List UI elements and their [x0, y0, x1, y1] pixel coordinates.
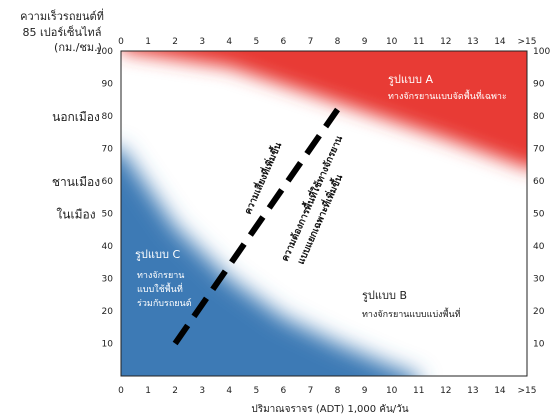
y-ticks-right: 10 20 30 40 50 60 70 80 90 100: [533, 47, 550, 350]
x-tick-bottom-2: 2: [172, 386, 178, 396]
x-tick-top-3: 3: [199, 37, 205, 47]
y-axis-title: ความเร็วรถยนต์ที่ 85 เปอร์เซ็นไทล์ (กม./…: [20, 8, 104, 54]
x-tick-bottom-14: 14: [494, 386, 506, 396]
x-tick-bottom-3: 3: [199, 386, 205, 396]
x-tick-bottom-7: 7: [308, 386, 314, 396]
x-tick-bottom-13: 13: [467, 386, 478, 396]
y-tick-left-20: 20: [102, 307, 114, 317]
x-tick-bottom-9: 9: [362, 386, 368, 396]
y-tick-left-10: 10: [102, 340, 114, 350]
road-label-2: ในเมือง: [56, 208, 95, 222]
x-tick-bottom-8: 8: [335, 386, 341, 396]
risk-divider-line: [172, 107, 340, 346]
y-tick-right-80: 80: [533, 112, 545, 122]
zone-c-desc-3: ร่วมกับรถยนต์: [137, 297, 192, 309]
x-tick-top-0: 0: [118, 37, 124, 47]
y-tick-left-30: 30: [102, 275, 114, 285]
zone-c-title: รูปแบบ C: [135, 248, 180, 261]
x-ticks-top: 0 1 2 3 4 5 6 7 8 9 10 11 12 13 14 >15: [118, 37, 536, 47]
x-tick-top-5: 5: [253, 37, 259, 47]
x-tick-top-14: 14: [494, 37, 506, 47]
y-tick-right-20: 20: [533, 307, 545, 317]
y-tick-right-90: 90: [533, 80, 545, 90]
y-tick-right-10: 10: [533, 340, 545, 350]
y-tick-left-90: 90: [102, 80, 114, 90]
zone-b-label: รูปแบบ B ทางจักรยานแบบแบ่งพื้นที่: [362, 289, 461, 320]
x-tick-top-2: 2: [172, 37, 178, 47]
y-tick-left-40: 40: [102, 242, 114, 252]
x-tick-top-1: 1: [145, 37, 151, 47]
x-axis-label: ปริมาณจราจร (ADT) 1,000 คัน/วัน: [251, 404, 408, 415]
y-tick-left-80: 80: [102, 112, 114, 122]
x-tick-top-6: 6: [281, 37, 287, 47]
y-title-line-3: (กม./ชม.): [54, 41, 102, 54]
road-label-1: ชานเมือง: [52, 175, 100, 189]
x-tick-top-11: 11: [413, 37, 424, 47]
x-tick-bottom-10: 10: [386, 386, 398, 396]
zone-c-desc-1: ทางจักรยาน: [137, 271, 184, 281]
x-tick-bottom-4: 4: [226, 386, 232, 396]
x-tick-bottom-15: >15: [518, 386, 537, 396]
zone-c-label: รูปแบบ C ทางจักรยาน แบบใช้พื้นที่ ร่วมกั…: [135, 248, 192, 309]
y-tick-left-100: 100: [96, 47, 113, 57]
x-tick-bottom-6: 6: [281, 386, 287, 396]
zone-b-title: รูปแบบ B: [362, 289, 407, 302]
y-tick-right-30: 30: [533, 275, 545, 285]
x-tick-top-15: >15: [518, 37, 537, 47]
x-tick-top-9: 9: [362, 37, 368, 47]
road-label-0: นอกเมือง: [52, 110, 100, 124]
zone-a-desc: ทางจักรยานแบบจัดพื้นที่เฉพาะ: [388, 89, 507, 102]
y-title-line-1: ความเร็วรถยนต์ที่: [20, 8, 104, 23]
x-tick-top-8: 8: [335, 37, 341, 47]
y-tick-right-50: 50: [533, 210, 545, 220]
x-tick-top-4: 4: [226, 37, 232, 47]
y-tick-left-50: 50: [102, 210, 114, 220]
y-tick-right-60: 60: [533, 177, 545, 187]
y-ticks-left: 10 20 30 40 50 60 70 80 90 100: [96, 47, 113, 350]
plot-frame: [120, 50, 528, 377]
x-ticks-bottom: 0 1 2 3 4 5 6 7 8 9 10 11 12 13 14 >15: [118, 386, 536, 396]
y-tick-right-40: 40: [533, 242, 545, 252]
zone-c-desc-2: แบบใช้พื้นที่: [137, 282, 183, 295]
x-tick-bottom-5: 5: [253, 386, 259, 396]
y-tick-right-70: 70: [533, 145, 545, 155]
zone-a-label: รูปแบบ A ทางจักรยานแบบจัดพื้นที่เฉพาะ: [388, 73, 507, 102]
x-tick-bottom-0: 0: [118, 386, 124, 396]
y-title-line-2: 85 เปอร์เซ็นไทล์: [22, 25, 101, 39]
x-tick-top-10: 10: [386, 37, 398, 47]
x-tick-top-13: 13: [467, 37, 478, 47]
x-tick-bottom-11: 11: [413, 386, 424, 396]
zone-a-area: [121, 51, 527, 168]
y-tick-right-100: 100: [533, 47, 550, 57]
x-tick-top-12: 12: [440, 37, 451, 47]
y-tick-left-60: 60: [102, 177, 114, 187]
zone-a-title: รูปแบบ A: [388, 73, 433, 86]
x-tick-top-7: 7: [308, 37, 314, 47]
x-tick-bottom-1: 1: [145, 386, 151, 396]
plot-area: [120, 50, 528, 377]
x-tick-bottom-12: 12: [440, 386, 451, 396]
zone-b-desc: ทางจักรยานแบบแบ่งพื้นที่: [362, 307, 461, 320]
zone-c-area: [121, 148, 419, 376]
y-tick-left-70: 70: [102, 145, 114, 155]
